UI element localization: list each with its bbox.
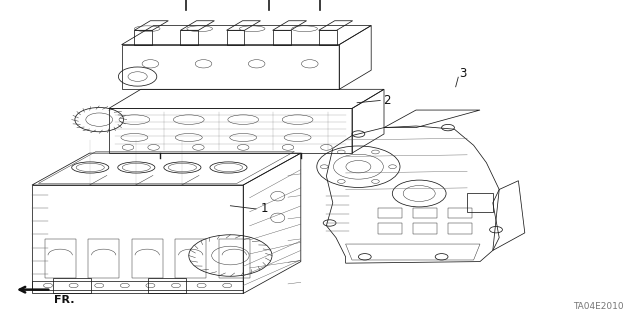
Text: 2: 2 (383, 94, 390, 107)
Text: FR.: FR. (54, 295, 75, 305)
Text: 1: 1 (261, 203, 269, 215)
Text: 3: 3 (460, 67, 467, 80)
Text: TA04E2010: TA04E2010 (573, 302, 624, 311)
